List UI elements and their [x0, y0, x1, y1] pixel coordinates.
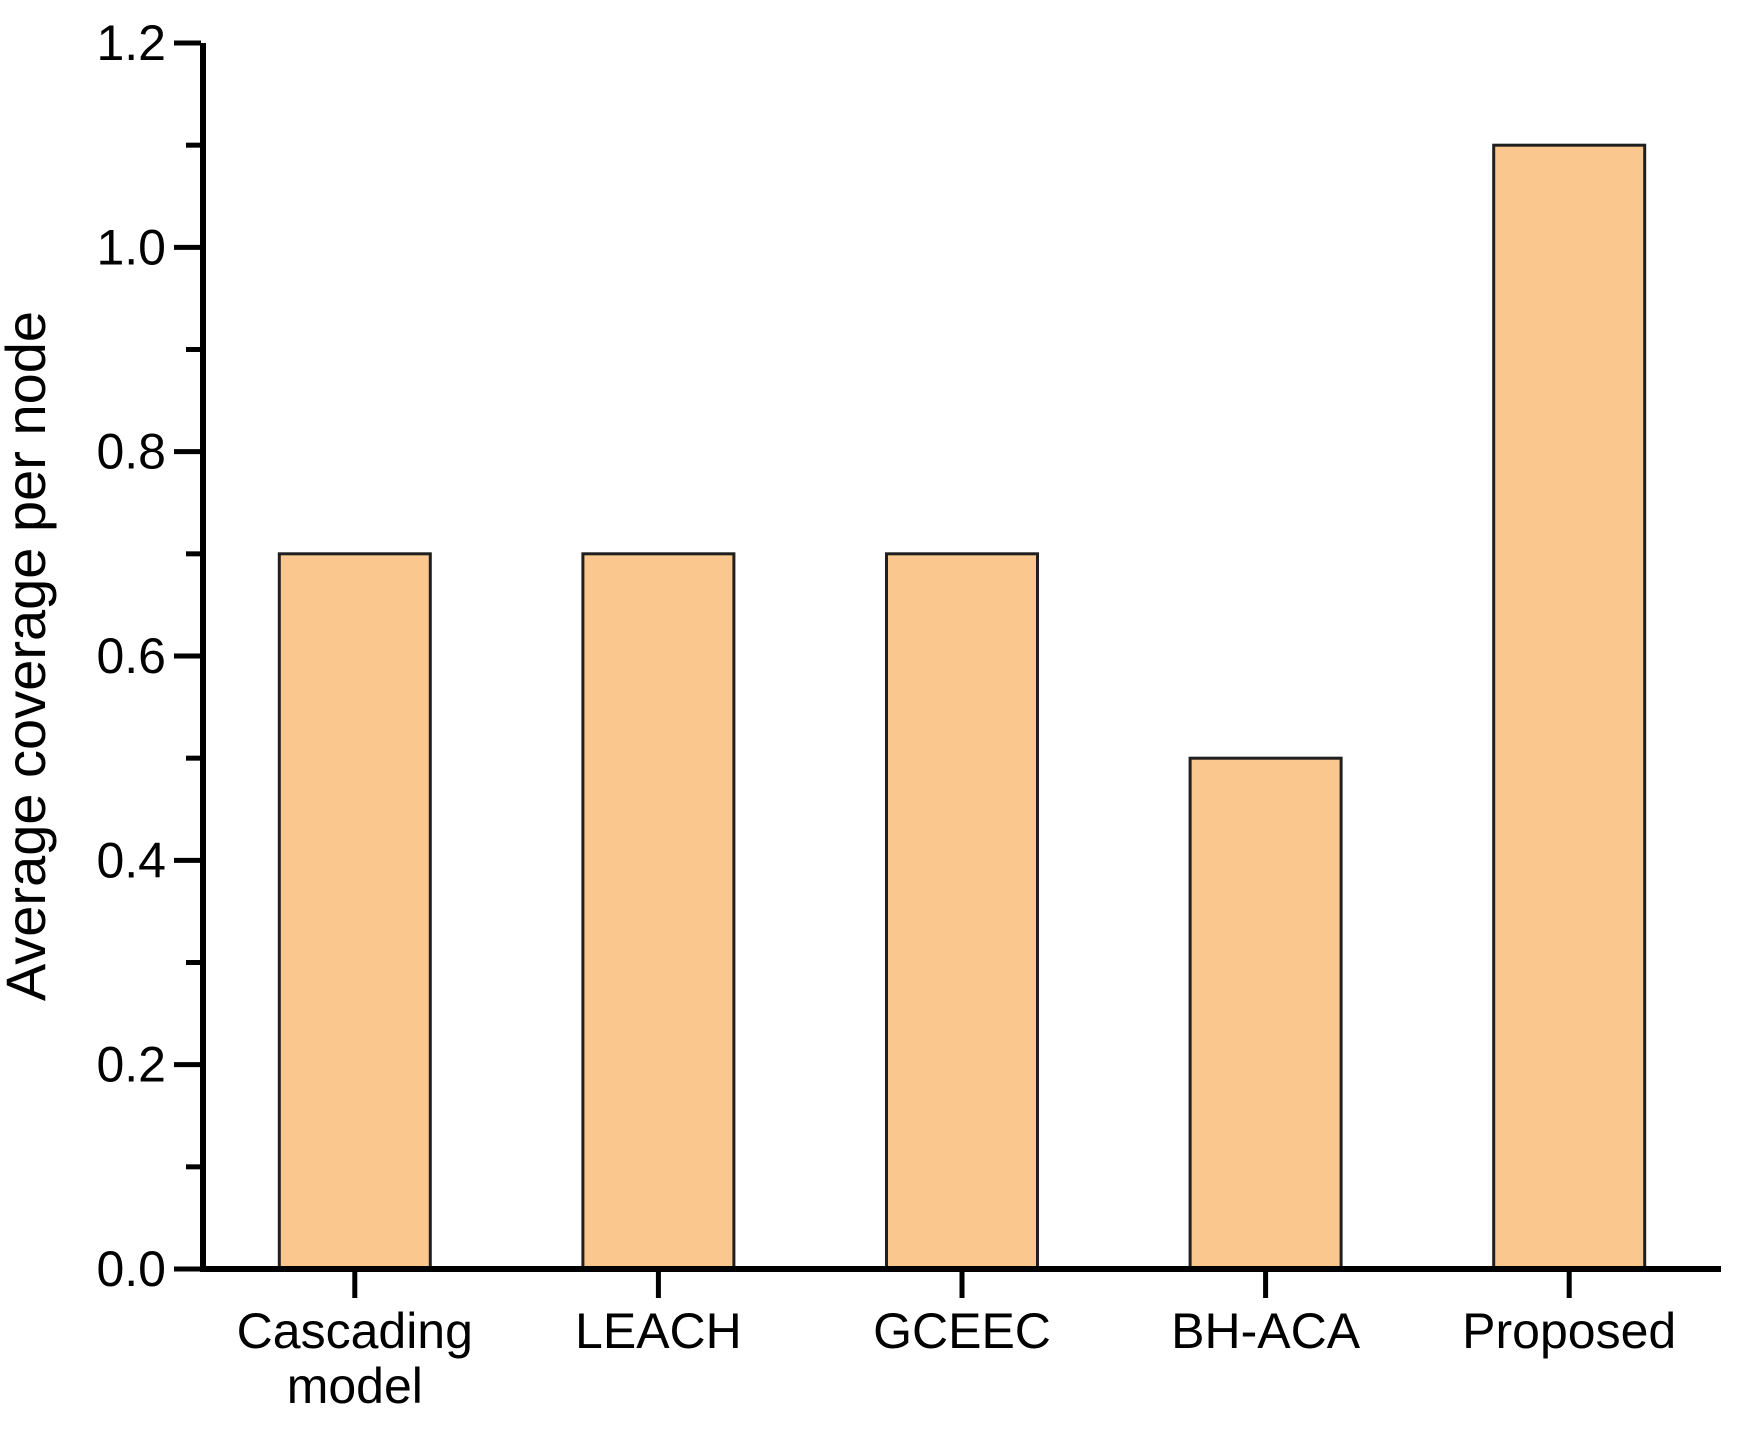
x-tick-label-cascading-model: Cascading model [237, 1303, 473, 1414]
x-tick-label-line: Proposed [1462, 1303, 1676, 1359]
bar-proposed [1492, 143, 1647, 1271]
bar-gceec [885, 552, 1039, 1271]
x-tick-label-line: model [287, 1358, 423, 1414]
x-tick-label-line: LEACH [575, 1303, 742, 1359]
y-tick-label: 0.0 [96, 1241, 166, 1297]
y-tick-label: 1.2 [96, 15, 166, 71]
bar-leach [581, 552, 736, 1271]
y-tick-label: 1.0 [96, 219, 166, 275]
x-tick-label-bh-aca: BH-ACA [1171, 1303, 1361, 1359]
y-tick-label: 0.2 [96, 1037, 166, 1093]
x-tick-label-line: BH-ACA [1171, 1303, 1361, 1359]
axes-group: 0.0 0.2 0.4 0.6 0.8 1.0 1.2 Cascading model LEACH… [96, 15, 1721, 1414]
x-tick-label-line: GCEEC [873, 1303, 1051, 1359]
x-tick-label-line: Cascading [237, 1303, 473, 1359]
bars-group [277, 143, 1647, 1271]
bar-bh-aca [1188, 756, 1343, 1271]
x-tick-label-proposed: Proposed [1462, 1303, 1676, 1359]
y-tick-label: 0.6 [96, 628, 166, 684]
bar-cascading-model [277, 552, 432, 1271]
y-axis-title: Average coverage per node [0, 311, 57, 1001]
x-tick-label-leach: LEACH [575, 1303, 742, 1359]
y-tick-label: 0.4 [96, 832, 166, 888]
x-tick-label-gceec: GCEEC [873, 1303, 1051, 1359]
y-tick-label: 0.8 [96, 424, 166, 480]
